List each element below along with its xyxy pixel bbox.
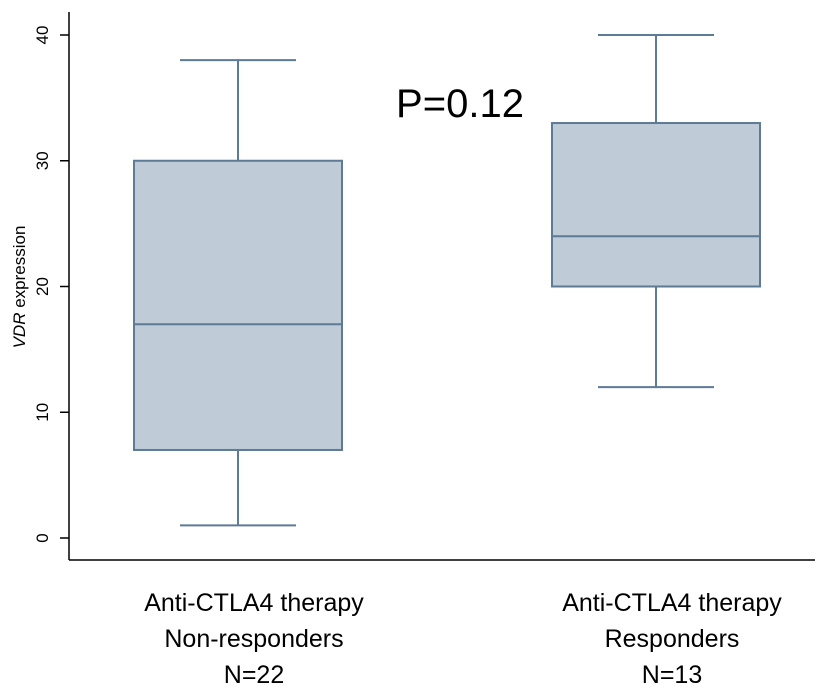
iqr-box [133, 159, 343, 451]
y-axis-label-rest: expression [10, 226, 29, 313]
category-label-2-line-1: Anti-CTLA4 therapy [562, 589, 782, 617]
y-tick-label-30: 30 [33, 151, 52, 170]
box-group-2 [551, 34, 761, 389]
boxes [133, 34, 761, 527]
y-axis-label-italic: VDR [10, 313, 29, 349]
category-label-1-line-2: Non-responders [164, 625, 343, 653]
p-value-annotation: P=0.12 [396, 82, 524, 126]
box-group-1 [133, 59, 343, 527]
category-label-2-line-2: Responders [605, 625, 740, 653]
y-ticks: 0 10 20 30 40 [33, 26, 69, 543]
y-tick-label-10: 10 [33, 403, 52, 422]
y-axis-label: VDR expression [10, 226, 29, 349]
category-label-2-line-3: N=13 [642, 661, 702, 687]
y-tick-label-40: 40 [33, 26, 52, 45]
category-label-1-line-1: Anti-CTLA4 therapy [144, 589, 364, 617]
iqr-box [551, 122, 761, 288]
category-label-1-line-3: N=22 [224, 661, 284, 687]
y-tick-label-20: 20 [33, 277, 52, 296]
category-labels: Anti-CTLA4 therapy Non-responders N=22 Anti… [144, 589, 782, 687]
y-tick-label-0: 0 [33, 533, 52, 542]
